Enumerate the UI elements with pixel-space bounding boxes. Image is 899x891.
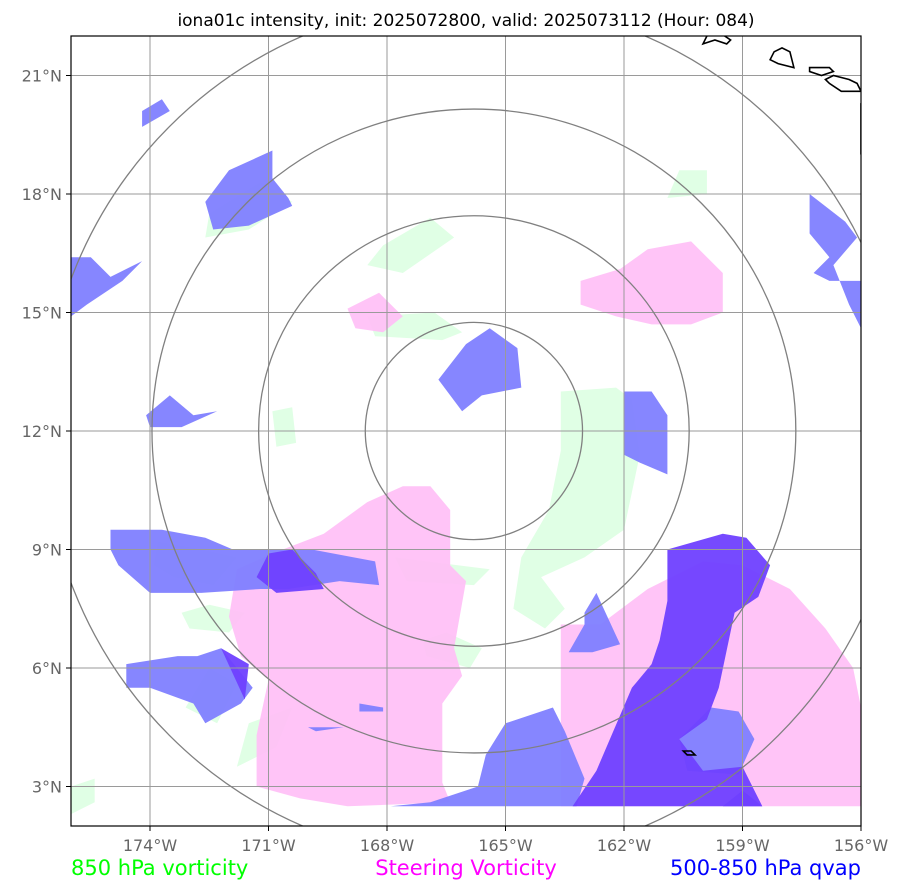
x-tick-label-2: 168°W xyxy=(360,836,415,855)
x-tick-label-3: 165°W xyxy=(478,836,533,855)
range-ring-0 xyxy=(364,321,584,541)
vort850-region-1 xyxy=(367,217,455,273)
qvap-overlap-region-0 xyxy=(256,549,324,593)
x-tick-label-6: 156°W xyxy=(834,836,889,855)
y-tick-label-6: 21°N xyxy=(22,67,62,86)
coastlines xyxy=(681,36,861,756)
field-layers xyxy=(71,99,861,815)
legend-vort850: 850 hPa vorticity xyxy=(71,856,248,880)
range-rings xyxy=(71,36,861,826)
qvap-region-9 xyxy=(359,703,384,712)
legend-steering: Steering Vorticity xyxy=(375,856,557,880)
x-tick-label-1: 171°W xyxy=(241,836,296,855)
steering-vorticity-region-1 xyxy=(580,241,723,325)
coastline-0 xyxy=(701,36,732,46)
qvap-region-8 xyxy=(126,648,253,724)
range-ring-1 xyxy=(257,215,690,647)
qvap-overlap-region-2 xyxy=(572,533,771,807)
qvap-region-5 xyxy=(624,391,668,475)
qvap-region-11 xyxy=(568,592,621,653)
qvap-region-2 xyxy=(71,257,143,317)
vort850-region-10 xyxy=(667,170,707,198)
coastline-2 xyxy=(808,66,835,77)
gridlines xyxy=(71,36,861,826)
coastline-5 xyxy=(681,750,698,756)
qvap-region-10 xyxy=(308,727,344,732)
vort850-region-12 xyxy=(71,778,95,815)
x-tick-label-5: 159°W xyxy=(715,836,770,855)
y-tick-label-3: 12°N xyxy=(22,422,62,441)
x-tick-label-0: 174°W xyxy=(123,836,178,855)
y-tick-label-1: 6°N xyxy=(32,659,62,678)
y-tick-label-5: 18°N xyxy=(22,185,62,204)
qvap-region-6 xyxy=(809,194,861,329)
qvap-region-1 xyxy=(205,150,293,230)
chart-title: iona01c intensity, init: 2025072800, val… xyxy=(177,11,754,31)
y-tick-label-4: 15°N xyxy=(22,304,62,323)
qvap-region-0 xyxy=(142,99,170,127)
vort850-region-7 xyxy=(181,604,245,633)
y-tick-label-2: 9°N xyxy=(32,541,62,560)
vort850-region-4 xyxy=(513,387,640,629)
y-tick-label-0: 3°N xyxy=(32,778,62,797)
qvap-region-4 xyxy=(146,395,218,428)
vort850-region-3 xyxy=(272,407,297,447)
coastline-1 xyxy=(769,47,796,69)
range-ring-2 xyxy=(151,108,797,754)
legend-qvap: 500-850 hPa qvap xyxy=(670,856,861,880)
qvap-overlap-region-1 xyxy=(221,648,249,700)
x-tick-label-4: 162°W xyxy=(597,836,652,855)
axis-ticks: 174°W 171°W 168°W 165°W 162°W 159°W 156°W 3°N 6°… xyxy=(22,67,889,856)
qvap-region-3 xyxy=(438,328,522,412)
coastline-3 xyxy=(824,74,861,93)
qvap-region-12 xyxy=(390,707,585,807)
